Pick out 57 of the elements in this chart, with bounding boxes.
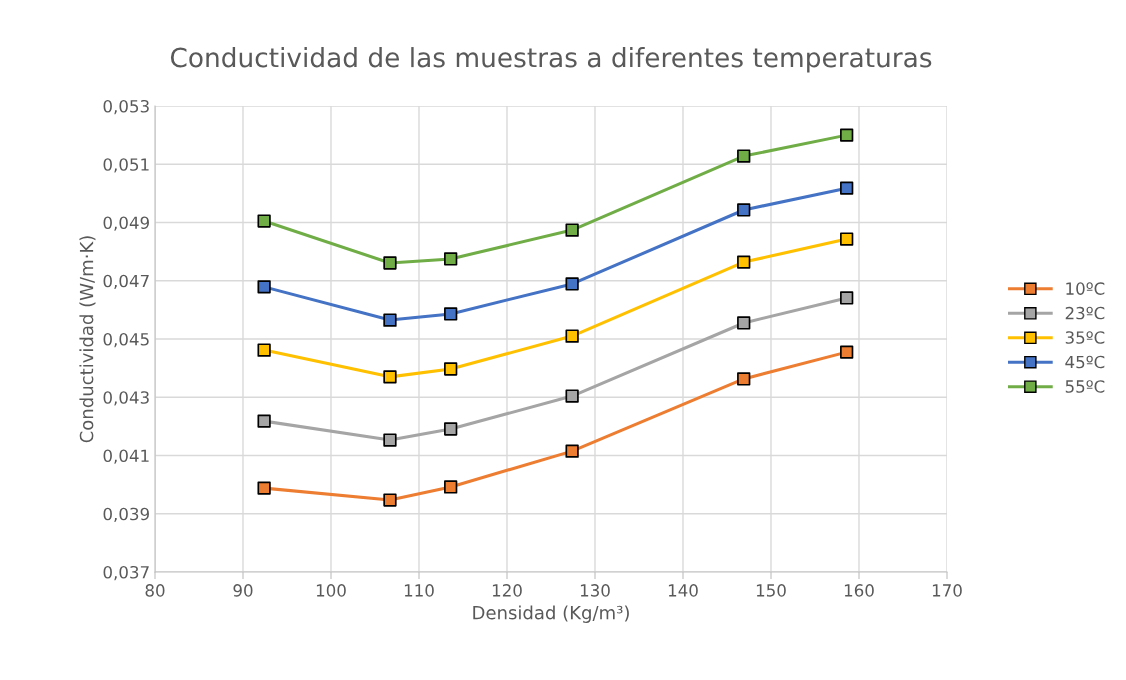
point [257, 214, 271, 228]
y-tick-label: 0,039 [103, 507, 149, 523]
point [565, 444, 579, 458]
y-tick-label: 0,049 [103, 216, 149, 231]
y-tick-label: 0,043 [103, 391, 149, 406]
point [257, 414, 271, 428]
y-tick-label: 0,053 [103, 99, 149, 115]
point [383, 313, 397, 327]
y-tick-label: 0,041 [103, 449, 149, 464]
chart-title: Conductividad de las muestras a diferentes temperaturas [170, 47, 932, 73]
point [840, 345, 854, 359]
point [444, 480, 458, 494]
y-tick-label: 0,037 [103, 565, 149, 581]
x-tick-label: 100 [316, 584, 346, 597]
point [444, 307, 458, 321]
point [840, 291, 854, 305]
y-axis-title: Conductividad (W/m·K) [79, 236, 96, 443]
point [257, 280, 271, 294]
point [257, 481, 271, 495]
x-tick-label: 130 [580, 584, 610, 597]
x-tick-label: 110 [404, 584, 434, 597]
point [383, 493, 397, 507]
point [840, 128, 854, 142]
y-tick-label: 0,045 [103, 332, 149, 348]
x-tick-label: 80 [145, 584, 165, 597]
x-tick-label: 160 [844, 584, 874, 597]
legend-label: 55ºC [1065, 380, 1105, 393]
x-tick-label: 90 [233, 584, 253, 597]
x-tick-label: 150 [756, 584, 786, 597]
point [444, 362, 458, 376]
point [383, 433, 397, 447]
point [444, 252, 458, 266]
point [383, 256, 397, 270]
point [565, 223, 579, 237]
point [257, 343, 271, 357]
point [737, 255, 751, 269]
y-tick-label: 0,047 [103, 274, 149, 290]
x-axis-title: Densidad (Kg/m³) [473, 605, 629, 623]
point [737, 316, 751, 330]
x-tick-label: 140 [668, 584, 698, 597]
legend-label: 23ºC [1065, 306, 1105, 320]
y-tick-label: 0,051 [103, 158, 149, 173]
point [737, 149, 751, 163]
x-tick-label: 120 [492, 584, 522, 597]
legend-label: 45ºC [1065, 355, 1105, 369]
point [840, 181, 854, 195]
legend-label: 10ºC [1066, 282, 1105, 295]
point [444, 422, 458, 436]
point [383, 370, 397, 384]
point [840, 232, 854, 246]
point [565, 389, 579, 403]
x-tick-label: 170 [932, 584, 962, 597]
point [737, 203, 751, 217]
point [565, 329, 579, 343]
legend-label: 35ºC [1065, 331, 1105, 344]
point [737, 372, 751, 386]
point [565, 277, 579, 291]
